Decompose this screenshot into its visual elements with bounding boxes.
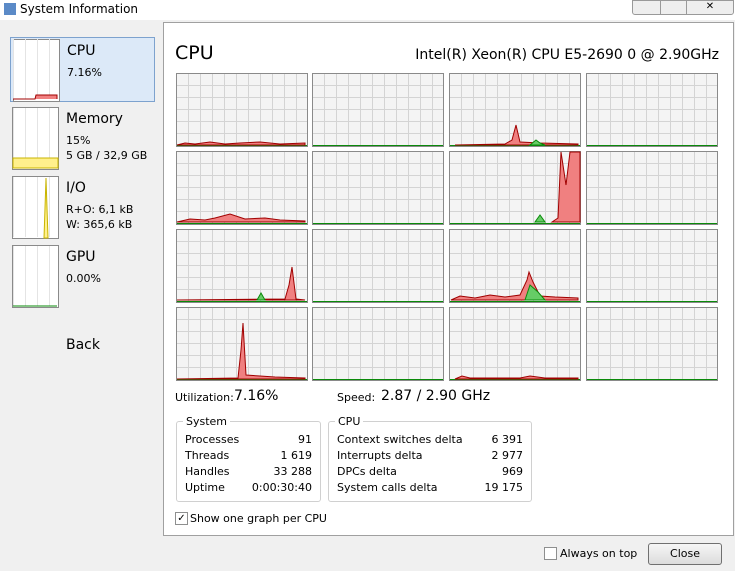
- row-value: 2 977: [491, 449, 524, 462]
- panel-title: CPU: [175, 42, 214, 64]
- item-detail: 5 GB / 32,9 GB: [66, 149, 148, 162]
- row-value: 33 288: [273, 465, 313, 478]
- row-label: Handles: [185, 465, 230, 478]
- group-title: System: [183, 415, 231, 428]
- one-graph-checkbox[interactable]: ✓: [175, 512, 188, 525]
- item-name: I/O: [66, 180, 86, 196]
- system-group: System Processes 91 Threads 1 619 Handles 33 2…: [176, 415, 321, 502]
- item-thumbnail: [12, 245, 59, 308]
- row-value: 0:00:30:40: [251, 481, 312, 494]
- row-value: 19 175: [484, 481, 524, 494]
- sidebar-item[interactable]: GPU 0.00%: [10, 244, 153, 308]
- item-detail: 0.00%: [66, 272, 101, 285]
- item-detail: R+O: 6,1 kB: [66, 203, 134, 216]
- always-on-top-label[interactable]: Always on top: [560, 547, 638, 560]
- row-value: 6 391: [491, 433, 524, 446]
- group-title: CPU: [335, 415, 364, 428]
- io-thumb-trace: [43, 177, 49, 239]
- kernel-traces: [256, 139, 547, 301]
- processor-name: Intel(R) Xeon(R) CPU E5-2690 0 @ 2.90GHz: [415, 47, 719, 63]
- row-value: 91: [298, 433, 312, 446]
- row-label: Interrupts delta: [337, 449, 423, 462]
- close-button[interactable]: Close: [648, 543, 722, 565]
- item-detail: 7.16%: [67, 66, 102, 79]
- sidebar-item[interactable]: I/O R+O: 6,1 kB W: 365,6 kB: [10, 175, 153, 239]
- cpu-group: CPU Context switches delta 6 391 Interrupts…: [328, 415, 532, 502]
- item-thumbnail: [12, 176, 59, 239]
- close-x[interactable]: ✕: [686, 0, 734, 15]
- always-on-top-checkbox[interactable]: [544, 547, 557, 560]
- row-label: System calls delta: [337, 481, 438, 494]
- title-bar: System Information ✕: [0, 0, 735, 20]
- row-label: Threads: [185, 449, 230, 462]
- row-label: Processes: [185, 433, 240, 446]
- item-name: CPU: [67, 43, 96, 59]
- utilization-value: 7.16%: [234, 388, 279, 404]
- row-label: DPCs delta: [337, 465, 397, 478]
- item-detail: W: 365,6 kB: [66, 218, 133, 231]
- row-label: Uptime: [185, 481, 225, 494]
- back-link[interactable]: Back: [66, 337, 100, 353]
- memory-thumb-fill: [12, 157, 59, 169]
- row-value: 1 619: [280, 449, 313, 462]
- app-icon: [4, 3, 16, 15]
- utilization-label: Utilization:: [175, 391, 234, 404]
- window-title: System Information: [20, 2, 139, 16]
- usage-traces: [176, 124, 581, 380]
- speed-value: 2.87 / 2.90 GHz: [381, 388, 491, 404]
- row-label: Context switches delta: [337, 433, 463, 446]
- item-detail: 15%: [66, 134, 91, 147]
- item-name: GPU: [66, 249, 96, 265]
- row-value: 969: [502, 465, 523, 478]
- speed-label: Speed:: [337, 391, 376, 404]
- item-name: Memory: [66, 111, 123, 127]
- cpu-thumb-trace: [13, 94, 58, 100]
- one-graph-label[interactable]: Show one graph per CPU: [190, 512, 327, 525]
